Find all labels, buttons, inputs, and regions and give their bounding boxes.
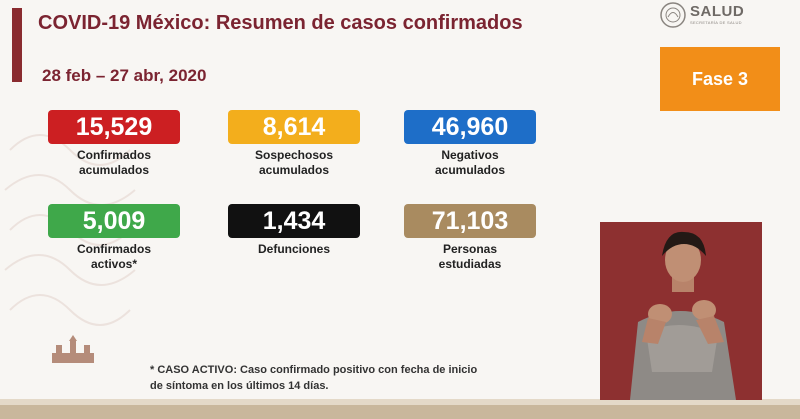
salud-logo: SALUD SECRETARÍA DE SALUD	[660, 2, 790, 30]
seal-icon	[660, 2, 686, 28]
phase-badge: Fase 3	[660, 47, 780, 111]
interpreter-figure	[600, 222, 762, 400]
bottom-band	[0, 399, 800, 419]
stat-label-line1: Sospechosos	[254, 148, 334, 162]
stat-label-line1: Confirmados	[76, 148, 151, 162]
stat-negative: 46,960 Negativos acumulados	[400, 110, 540, 178]
stat-label: Defunciones	[224, 242, 364, 257]
stat-value: 1,434	[228, 204, 360, 238]
page-title: COVID-19 México: Resumen de casos confir…	[38, 12, 523, 34]
date-range: 28 feb – 27 abr, 2020	[42, 66, 207, 85]
title-accent-bar	[12, 8, 22, 82]
stat-label-line2: acumulados	[78, 163, 150, 177]
decorative-building-icon	[52, 335, 94, 363]
footnote-line2: de síntoma en los últimos 14 días.	[150, 380, 329, 392]
stat-label-line2: estudiadas	[438, 257, 502, 271]
stat-value: 46,960	[404, 110, 536, 144]
stat-confirmed: 15,529 Confirmados acumulados	[44, 110, 184, 178]
stat-value: 5,009	[48, 204, 180, 238]
stat-label-line1: Defunciones	[257, 242, 330, 256]
footnote: * CASO ACTIVO: Caso confirmado positivo …	[150, 362, 477, 394]
footnote-line1: * CASO ACTIVO: Caso confirmado positivo …	[150, 364, 478, 376]
stat-label-line2: activos*	[90, 257, 138, 271]
stat-active: 5,009 Confirmados activos*	[44, 204, 184, 272]
stat-label-line1: Personas	[442, 242, 498, 256]
stat-label: Confirmados acumulados	[44, 148, 184, 178]
stat-deaths: 1,434 Defunciones	[224, 204, 364, 257]
stat-label: Personas estudiadas	[400, 242, 540, 272]
stat-label-line2: acumulados	[434, 163, 506, 177]
bottom-band-highlight	[0, 399, 800, 405]
stat-studied: 71,103 Personas estudiadas	[400, 204, 540, 272]
stat-label-line1: Confirmados	[76, 242, 151, 256]
stat-label: Negativos acumulados	[400, 148, 540, 178]
logo-subtitle: SECRETARÍA DE SALUD	[690, 20, 742, 25]
stat-label: Sospechosos acumulados	[224, 148, 364, 178]
stat-suspected: 8,614 Sospechosos acumulados	[224, 110, 364, 178]
stat-value: 71,103	[404, 204, 536, 238]
logo-text: SALUD	[690, 3, 745, 20]
stat-label-line2: acumulados	[258, 163, 330, 177]
stat-value: 8,614	[228, 110, 360, 144]
stat-label: Confirmados activos*	[44, 242, 184, 272]
sign-language-interpreter	[600, 222, 762, 400]
stat-label-line1: Negativos	[441, 148, 499, 162]
stat-value: 15,529	[48, 110, 180, 144]
